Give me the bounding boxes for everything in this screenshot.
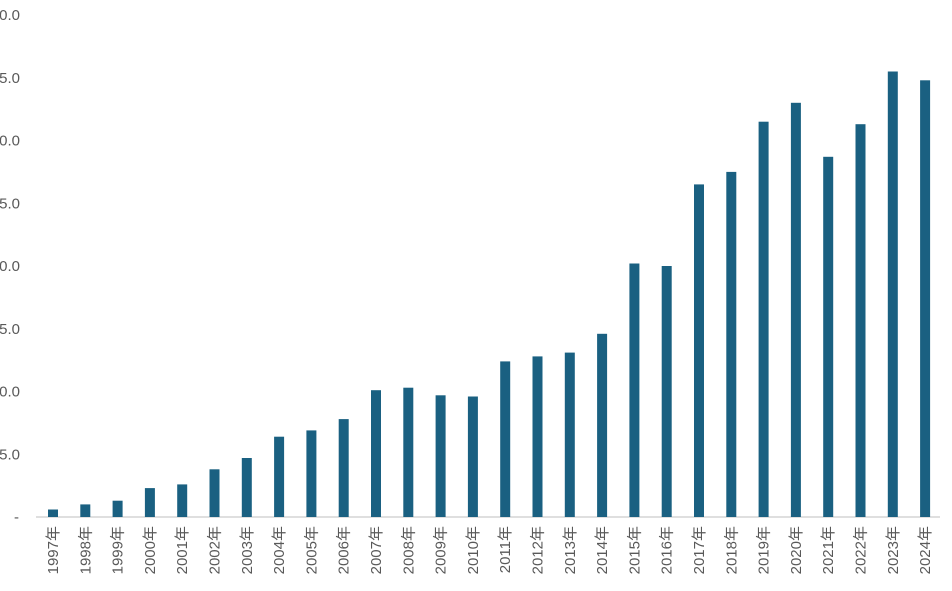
bar	[274, 436, 285, 517]
x-tick-label: 2000年	[142, 526, 159, 574]
x-tick-label: 2023年	[885, 526, 902, 574]
bars	[48, 71, 931, 518]
x-tick-label: 1999年	[110, 526, 127, 574]
x-tick-label: 2018年	[723, 526, 740, 574]
bar	[467, 396, 478, 517]
x-tick-label: 2019年	[756, 526, 773, 574]
bar	[241, 458, 252, 517]
x-tick-label: 2006年	[336, 526, 353, 574]
bar	[209, 469, 220, 517]
x-tick-label: 2009年	[433, 526, 450, 574]
x-tick-label: 2013年	[562, 526, 579, 574]
x-tick-label: 2002年	[207, 526, 224, 574]
bar	[177, 484, 188, 517]
x-tick-label: 2008年	[400, 526, 417, 574]
bar	[112, 500, 123, 517]
x-tick-label: 2022年	[853, 526, 870, 574]
y-tick-label: 15.0	[0, 321, 20, 338]
bar	[371, 390, 381, 517]
x-tick-label: 2012年	[530, 526, 547, 574]
x-tick-label: 2016年	[659, 526, 676, 574]
bar	[661, 266, 672, 517]
y-tick-label: 30.0	[0, 133, 20, 150]
bar	[435, 395, 446, 517]
bar	[597, 333, 608, 517]
bar	[532, 356, 543, 517]
bar	[823, 156, 834, 518]
x-tick-label: 2015年	[626, 526, 643, 574]
x-tick-label: 2001年	[174, 526, 191, 574]
x-axis: 1997年 1998年 1999年 2000年 2001年 2002年 2003年 2004年…	[45, 526, 934, 574]
x-tick-label: 1998年	[77, 526, 94, 574]
x-tick-label: 2007年	[368, 526, 385, 574]
y-tick-label: 40.0	[0, 7, 20, 24]
bar	[564, 352, 575, 517]
x-tick-label: 2003年	[239, 526, 256, 574]
bar	[726, 171, 737, 517]
bar	[144, 488, 155, 517]
y-tick-label: 35.0	[0, 70, 20, 87]
x-tick-label: 2011年	[497, 526, 514, 573]
bar	[338, 419, 349, 517]
bar	[694, 184, 704, 517]
y-tick-label: 25.0	[0, 195, 20, 212]
x-tick-label: 2005年	[303, 526, 320, 574]
bar	[920, 80, 931, 518]
bar	[790, 102, 801, 518]
bar	[887, 71, 898, 517]
x-tick-label: 2020年	[788, 526, 805, 574]
x-tick-label: 2017年	[691, 526, 708, 574]
bar	[758, 121, 769, 517]
bar	[80, 504, 91, 517]
bar	[500, 361, 511, 517]
y-axis: - 5.0 10.0 15.0 20.0 25.0 30.0 35.0 40.0	[0, 7, 20, 526]
bar	[629, 263, 640, 517]
y-tick-label: 5.0	[0, 446, 20, 463]
x-tick-label: 1997年	[45, 526, 62, 574]
x-tick-label: 2021年	[820, 526, 837, 574]
bar	[306, 430, 317, 517]
x-tick-label: 2014年	[594, 526, 611, 574]
x-tick-label: 2024年	[917, 526, 934, 574]
bar	[48, 509, 58, 517]
x-tick-label: 2010年	[465, 526, 482, 574]
y-tick-label: 10.0	[0, 384, 20, 401]
bar	[855, 124, 866, 517]
x-tick-label: 2004年	[271, 526, 288, 574]
bar	[403, 387, 414, 517]
y-tick-label: -	[14, 509, 19, 526]
y-tick-label: 20.0	[0, 258, 20, 275]
